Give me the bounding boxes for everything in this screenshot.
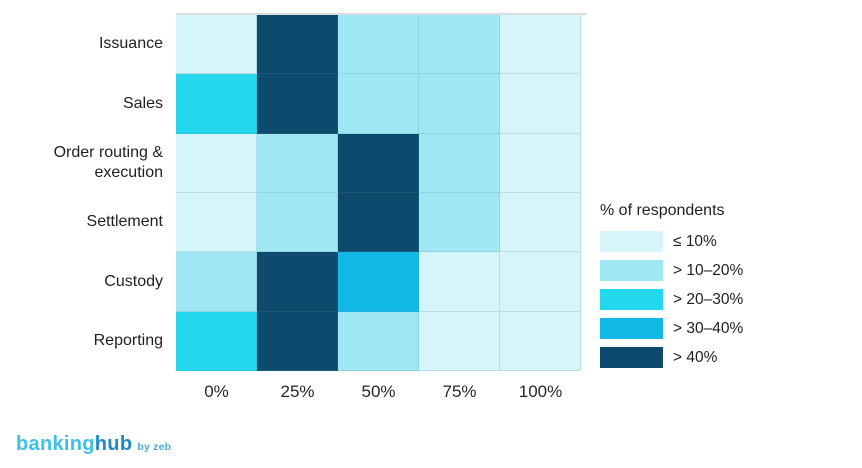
legend-title: % of respondents xyxy=(600,202,725,219)
x-axis-labels: 0% 25% 50% 75% 100% xyxy=(176,382,581,402)
heatmap-cell-sales-100 xyxy=(500,74,581,134)
legend-label: > 40% xyxy=(673,348,718,366)
heatmap-cell-settlement-0 xyxy=(176,192,257,253)
heatmap-cell-issuance-25 xyxy=(257,15,338,75)
heatmap-cell-sales-0 xyxy=(176,74,257,134)
heatmap-cell-issuance-100 xyxy=(500,15,581,75)
heatmap-cell-reporting-25 xyxy=(257,311,338,371)
heatmap-cell-order-routing-execution-0 xyxy=(176,133,257,193)
row-label-custody: Custody xyxy=(104,272,163,290)
heatmap-cell-settlement-50 xyxy=(338,192,419,253)
heatmap-cell-sales-50 xyxy=(338,74,419,134)
heatmap-cell-issuance-0 xyxy=(176,15,257,75)
heatmap-cell-settlement-75 xyxy=(419,192,500,253)
legend: % of respondents ≤ 10% > 10–20% > 20–30% > … xyxy=(600,202,743,376)
heatmap-cell-order-routing-execution-100 xyxy=(500,133,581,193)
legend-entry-10: ≤ 10% xyxy=(600,231,743,252)
legend-swatch-10-20 xyxy=(600,260,663,281)
chart-top-border xyxy=(176,13,587,15)
heatmap-cell-custody-50 xyxy=(338,252,419,312)
heatmap-cell-reporting-75 xyxy=(419,311,500,371)
x-tick-label-50: 50% xyxy=(361,382,396,401)
legend-entry-20-30: > 20–30% xyxy=(600,289,743,310)
heatmap-cell-issuance-75 xyxy=(419,15,500,75)
legend-label: > 30–40% xyxy=(673,319,744,337)
heatmap-cell-custody-75 xyxy=(419,252,500,312)
x-tick-label-25: 25% xyxy=(280,382,315,401)
heatmap-grid xyxy=(176,15,581,371)
heatmap-cell-reporting-0 xyxy=(176,311,257,371)
legend-label: ≤ 10% xyxy=(673,232,717,250)
row-label-reporting: Reporting xyxy=(93,331,163,349)
legend-label: > 10–20% xyxy=(673,261,744,279)
heatmap-cell-sales-75 xyxy=(419,74,500,134)
legend-entries: ≤ 10% > 10–20% > 20–30% > 30–40% > 40% xyxy=(600,231,743,368)
x-tick-label-0: 0% xyxy=(204,382,229,401)
heatmap-cell-custody-100 xyxy=(500,252,581,312)
legend-swatch-40 xyxy=(600,347,663,368)
logo-text-byzeb: by zeb xyxy=(137,441,172,453)
row-label-settlement: Settlement xyxy=(86,213,163,231)
legend-entry-40: > 40% xyxy=(600,347,743,368)
row-label-issuance: Issuance xyxy=(98,35,163,53)
legend-entry-10-20: > 10–20% xyxy=(600,260,743,281)
legend-label: > 20–30% xyxy=(673,290,744,308)
heatmap-cell-issuance-50 xyxy=(338,15,419,75)
heatmap-cell-order-routing-execution-25 xyxy=(257,133,338,193)
heatmap-cell-reporting-50 xyxy=(338,311,419,371)
heatmap-cell-custody-0 xyxy=(176,252,257,312)
heatmap-cell-sales-25 xyxy=(257,74,338,134)
legend-swatch-30-40 xyxy=(600,318,663,339)
x-tick-label-100: 100% xyxy=(518,382,563,401)
row-label-order-routing-execution: Order routing & execution xyxy=(53,143,163,182)
logo-text-hub: hub xyxy=(94,433,133,455)
row-label-sales: Sales xyxy=(122,94,163,112)
bankinghub-logo: bankinghub by zeb xyxy=(16,433,171,456)
x-tick-label-75: 75% xyxy=(442,382,477,401)
heatmap-cell-custody-25 xyxy=(257,252,338,312)
logo-text-banking: banking xyxy=(16,433,95,455)
legend-swatch-10 xyxy=(600,231,663,252)
heatmap-cell-order-routing-execution-75 xyxy=(419,133,500,193)
legend-entry-30-40: > 30–40% xyxy=(600,318,743,339)
heatmap-cell-reporting-100 xyxy=(500,311,581,371)
legend-swatch-20-30 xyxy=(600,289,663,310)
heatmap-cell-settlement-25 xyxy=(257,192,338,253)
heatmap-cell-settlement-100 xyxy=(500,192,581,253)
heatmap-cell-order-routing-execution-50 xyxy=(338,133,419,193)
